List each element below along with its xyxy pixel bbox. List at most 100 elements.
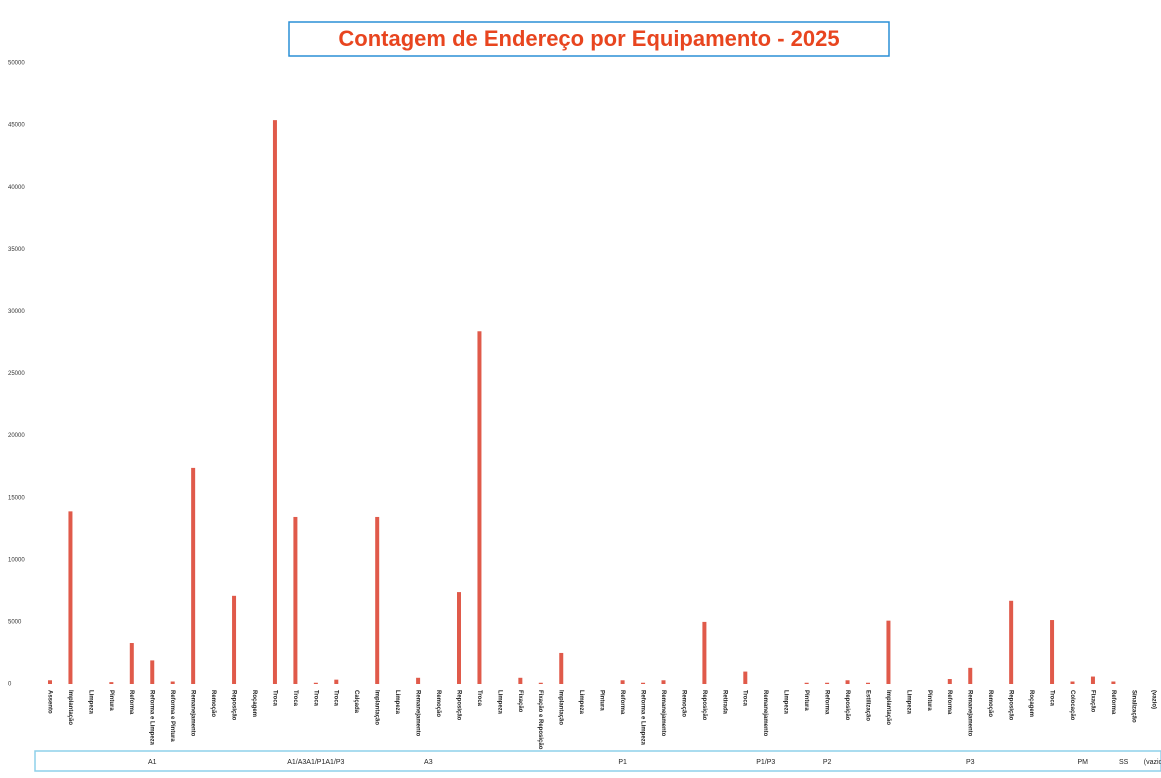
x-tick-label: Reforma: [946, 690, 952, 715]
x-tick-label: Troca: [292, 690, 298, 707]
bar: [1009, 600, 1014, 684]
x-tick-label: Fixação e Reposição: [537, 690, 543, 750]
x-tick-label: Reforma: [1110, 690, 1116, 715]
bar: [1111, 681, 1116, 684]
bar: [702, 621, 707, 684]
x-tick-label: Remanejamento: [967, 690, 973, 737]
chart-title: Contagem de Endereço por Equipamento - 2…: [338, 26, 839, 51]
bar: [457, 592, 461, 684]
bar: [743, 671, 748, 684]
y-tick-label: 15000: [8, 495, 25, 501]
x-tick-label: Remanejamento: [660, 690, 666, 737]
x-tick-label: (vazio): [1151, 690, 1157, 709]
bar: [1070, 681, 1075, 684]
bar: [313, 682, 318, 684]
x-tick-label: Remanejamento: [762, 690, 768, 737]
x-tick-label: Reforma e Limpeza: [149, 690, 155, 746]
x-tick-label: Limpeza: [905, 690, 911, 715]
bar: [477, 331, 482, 684]
x-tick-label: Limpeza: [783, 690, 789, 715]
x-tick-label: Remoção: [435, 690, 441, 717]
x-tick-label: Pintura: [599, 690, 605, 711]
y-tick-label: 25000: [8, 371, 25, 377]
x-tick-label: Reposição: [1008, 690, 1014, 721]
bar: [48, 680, 52, 684]
title-box: [288, 21, 890, 57]
bar: [232, 595, 237, 684]
x-tick-label: Colocação: [1069, 690, 1075, 721]
x-tick-label: Troca: [271, 690, 277, 707]
x-tick-label: Pintura: [803, 690, 809, 711]
x-tick-label: Remanejamento: [415, 690, 421, 737]
bar: [375, 516, 380, 684]
group-label: P1/P3: [756, 759, 775, 766]
y-tick-label: 0: [8, 682, 12, 688]
bar: [191, 467, 196, 684]
x-tick-label: Reforma e Pintura: [169, 690, 175, 742]
bar: [334, 679, 339, 684]
bar: [272, 120, 277, 684]
x-tick-label: Remoção: [987, 690, 993, 717]
bar: [559, 652, 564, 684]
x-tick-label: Fixação: [1089, 690, 1095, 713]
x-tick-label: Reposição: [455, 690, 461, 721]
y-tick-label: 5000: [8, 619, 22, 625]
group-label: (vazio): [1144, 759, 1161, 766]
x-tick-label: Implantação: [374, 690, 380, 725]
x-tick-label: Remanejamento: [190, 690, 196, 737]
x-tick-label: Troca: [1048, 690, 1054, 707]
x-tick-label: Remoção: [210, 690, 216, 717]
x-tick-label: Sinalização: [1130, 690, 1136, 723]
bar: [150, 660, 155, 684]
x-tick-label: Reforma: [619, 690, 625, 715]
x-tick-label: Remoção: [680, 690, 686, 717]
x-tick-label: Pintura: [926, 690, 932, 711]
x-tick-label: Reforma e Limpeza: [639, 690, 645, 746]
bar: [968, 667, 973, 684]
x-tick-label: Roçagem: [1028, 690, 1034, 717]
group-label: PM: [1077, 759, 1088, 766]
bar: [620, 680, 625, 684]
x-tick-label: Roçagem: [251, 690, 257, 717]
bar: [293, 516, 298, 684]
x-tick-label: Limpeza: [394, 690, 400, 715]
bar: [109, 682, 114, 684]
x-tick-label: Assento: [46, 690, 52, 714]
x-tick-label: Limpeza: [87, 690, 93, 715]
group-label: P1: [618, 759, 627, 766]
x-tick-label: Reposição: [230, 690, 236, 721]
y-tick-label: 40000: [8, 185, 25, 191]
group-box: [34, 750, 1161, 772]
x-tick-label: Troca: [742, 690, 748, 707]
group-label: P3: [966, 759, 975, 766]
bar: [68, 511, 73, 684]
bar: [845, 680, 850, 684]
bar: [825, 682, 830, 684]
bar: [886, 620, 891, 684]
x-tick-label: Implantação: [885, 690, 891, 725]
bar: [866, 682, 870, 684]
x-tick-label: Troca: [312, 690, 318, 707]
group-label: A1/A3A1/P1A1/P3: [287, 759, 344, 766]
bar: [170, 681, 175, 684]
x-tick-label: Calçada: [353, 690, 359, 714]
x-tick-label: Pintura: [108, 690, 114, 711]
x-tick-label: Reforma: [824, 690, 830, 715]
x-tick-label: Limpeza: [496, 690, 502, 715]
bar: [518, 677, 523, 684]
group-label: P2: [823, 759, 832, 766]
y-tick-label: 45000: [8, 123, 25, 129]
bar: [661, 680, 666, 684]
y-tick-label: 30000: [8, 309, 25, 315]
y-tick-label: 20000: [8, 433, 25, 439]
x-tick-label: Estilização: [864, 690, 870, 721]
bar: [947, 679, 952, 684]
bar: [538, 682, 543, 684]
x-tick-label: Reforma: [128, 690, 134, 715]
group-label: A1: [148, 759, 157, 766]
bar: [1050, 620, 1055, 684]
x-tick-label: Fixação: [517, 690, 523, 713]
x-tick-label: Reposição: [701, 690, 707, 721]
bar: [129, 643, 134, 684]
